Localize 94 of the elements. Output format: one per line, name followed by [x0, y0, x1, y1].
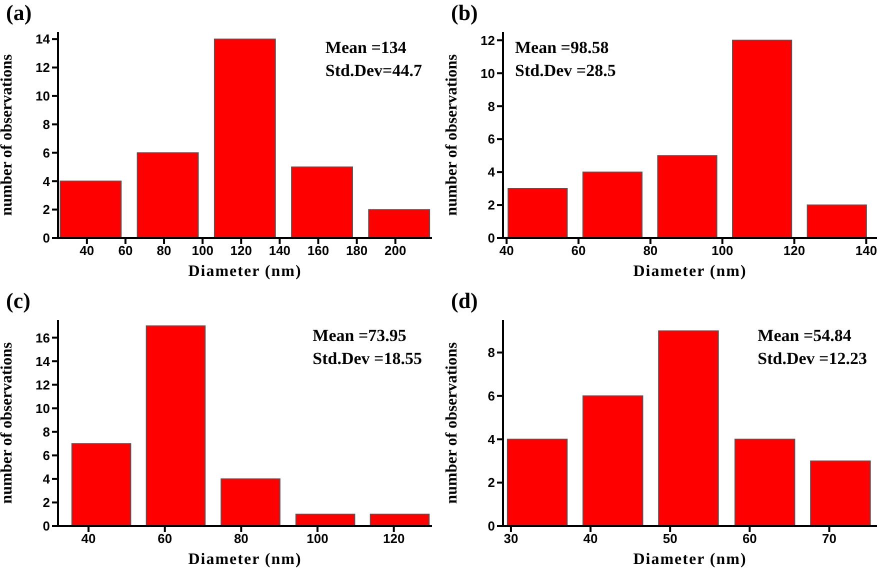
- bar: [582, 395, 644, 526]
- y-tick-label: 10: [36, 400, 50, 416]
- x-tick-label: 80: [156, 243, 172, 258]
- bar: [657, 155, 718, 238]
- bar: [582, 172, 643, 238]
- annotation: Mean =73.95: [312, 325, 408, 347]
- bar: [732, 40, 792, 238]
- bar: [806, 204, 867, 238]
- y-tick-label: 8: [42, 424, 50, 440]
- y-tick-label: 12: [480, 32, 495, 48]
- y-tick-label: 2: [488, 475, 495, 490]
- y-tick-label: 12: [36, 377, 50, 392]
- x-tick-label: 40: [81, 531, 96, 546]
- bar: [291, 166, 353, 238]
- y-tick-label: 0: [42, 518, 50, 534]
- x-tick-label: 60: [158, 531, 172, 546]
- bar: [368, 209, 430, 238]
- bar: [810, 460, 871, 526]
- y-axis-title: number of observations: [0, 342, 16, 504]
- annotation: Std.Dev =28.5: [515, 60, 616, 82]
- x-axis-title: Diameter (nm): [188, 263, 302, 280]
- x-tick-label: 120: [382, 531, 405, 546]
- x-tick-label: 60: [571, 243, 586, 258]
- y-tick-label: 4: [42, 472, 51, 487]
- bar: [370, 514, 430, 526]
- annotation: Mean =54.84: [758, 325, 852, 347]
- bar: [295, 514, 356, 526]
- y-tick-label: 2: [42, 495, 50, 510]
- y-axis-title: number of observations: [444, 54, 461, 216]
- x-tick-label: 70: [822, 531, 836, 546]
- y-tick-label: 14: [36, 354, 51, 369]
- bar: [60, 180, 122, 238]
- x-tick-label: 100: [192, 243, 214, 258]
- x-tick-label: 140: [855, 243, 878, 258]
- x-tick-label: 60: [742, 531, 757, 546]
- y-tick-label: 4: [488, 164, 496, 180]
- y-tick-label: 4: [488, 432, 496, 447]
- y-tick-label: 2: [42, 202, 50, 218]
- y-axis-title: number of observations: [0, 54, 16, 216]
- y-tick-label: 6: [42, 448, 50, 463]
- bar: [734, 438, 796, 526]
- bar: [220, 478, 280, 526]
- x-tick-label: 50: [662, 531, 678, 546]
- y-tick-label: 8: [488, 98, 495, 114]
- y-tick-label: 8: [42, 116, 50, 132]
- bar: [146, 325, 206, 526]
- x-tick-label: 60: [118, 243, 133, 258]
- x-tick-label: 30: [504, 531, 518, 546]
- x-tick-label: 40: [583, 531, 598, 546]
- x-axis-title: Diameter (nm): [633, 551, 747, 568]
- chart-title: (a): [6, 0, 32, 26]
- chart-title: (b): [451, 0, 478, 26]
- annotation: Mean =134: [325, 37, 408, 59]
- annotation: Std.Dev=44.7: [325, 60, 422, 82]
- y-tick-label: 6: [42, 145, 50, 160]
- bar: [136, 152, 199, 238]
- y-tick-label: 4: [42, 174, 51, 189]
- y-tick-label: 8: [488, 345, 495, 360]
- y-tick-label: 6: [488, 388, 495, 404]
- x-tick-label: 180: [346, 243, 368, 258]
- y-tick-label: 10: [36, 88, 50, 104]
- x-tick-label: 40: [499, 243, 514, 258]
- bar: [508, 188, 568, 238]
- chart-title: (c): [6, 288, 30, 314]
- bar: [214, 38, 276, 238]
- x-tick-label: 160: [307, 243, 330, 258]
- y-tick-label: 0: [42, 230, 50, 246]
- x-tick-label: 200: [384, 243, 406, 258]
- x-tick-label: 80: [234, 531, 248, 546]
- y-tick-label: 6: [488, 132, 495, 147]
- bar: [71, 443, 132, 526]
- y-tick-label: 2: [488, 198, 495, 213]
- x-tick-label: 120: [230, 243, 252, 258]
- y-tick-label: 0: [488, 230, 495, 246]
- y-tick-label: 16: [36, 330, 50, 346]
- x-tick-label: 40: [80, 243, 94, 258]
- x-tick-label: 100: [306, 531, 328, 546]
- annotation: Std.Dev =18.55: [312, 348, 422, 370]
- bar: [506, 438, 568, 526]
- x-tick-label: 140: [268, 243, 291, 258]
- chart-title: (d): [451, 288, 478, 314]
- x-axis-title: Diameter (nm): [188, 551, 302, 568]
- x-tick-label: 80: [643, 243, 658, 258]
- bar: [658, 330, 719, 526]
- x-axis-title: Diameter (nm): [633, 263, 747, 280]
- y-axis-title: number of observations: [444, 342, 461, 504]
- y-tick-label: 14: [36, 32, 51, 47]
- annotation: Mean =98.58: [515, 37, 610, 59]
- y-tick-label: 12: [36, 60, 50, 76]
- annotation: Std.Dev =12.23: [758, 348, 867, 370]
- x-tick-label: 100: [712, 243, 734, 258]
- x-tick-label: 120: [783, 243, 806, 258]
- y-tick-label: 0: [488, 518, 495, 534]
- y-tick-label: 10: [480, 66, 495, 81]
